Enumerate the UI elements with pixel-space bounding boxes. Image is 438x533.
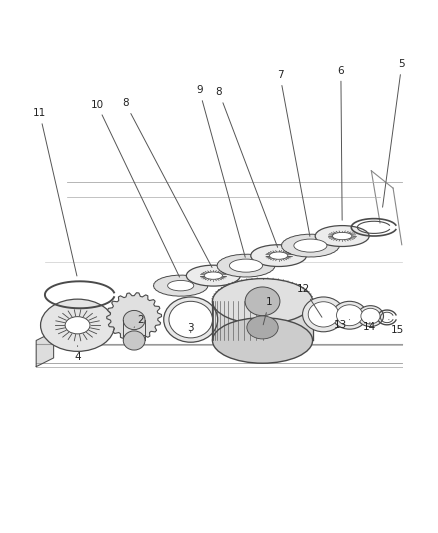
Ellipse shape: [315, 225, 369, 246]
Text: 3: 3: [187, 324, 194, 333]
Ellipse shape: [294, 239, 327, 252]
Ellipse shape: [169, 301, 212, 338]
Ellipse shape: [247, 316, 278, 339]
Text: 1: 1: [263, 297, 272, 325]
Text: 11: 11: [33, 108, 77, 276]
Text: 7: 7: [277, 70, 310, 236]
Ellipse shape: [212, 279, 313, 324]
Ellipse shape: [303, 297, 344, 332]
Text: 9: 9: [196, 85, 245, 257]
Polygon shape: [153, 275, 208, 296]
Ellipse shape: [41, 299, 115, 351]
Ellipse shape: [212, 318, 313, 363]
Ellipse shape: [230, 259, 262, 272]
Text: 6: 6: [338, 66, 344, 220]
Text: 13: 13: [333, 320, 350, 330]
Ellipse shape: [186, 265, 240, 286]
Polygon shape: [281, 234, 339, 257]
Ellipse shape: [361, 308, 380, 324]
Ellipse shape: [251, 245, 307, 266]
Text: 8: 8: [122, 98, 212, 268]
Ellipse shape: [332, 301, 367, 329]
Ellipse shape: [245, 287, 280, 316]
Ellipse shape: [336, 305, 363, 326]
Ellipse shape: [65, 317, 90, 334]
Polygon shape: [107, 293, 162, 341]
Text: 2: 2: [134, 314, 144, 327]
Text: 5: 5: [382, 59, 405, 207]
Polygon shape: [212, 301, 313, 341]
Ellipse shape: [308, 302, 339, 327]
Ellipse shape: [164, 297, 218, 342]
Polygon shape: [217, 254, 275, 277]
Text: 4: 4: [74, 346, 81, 362]
Text: 10: 10: [91, 100, 180, 277]
Ellipse shape: [332, 232, 352, 240]
Text: 14: 14: [363, 321, 376, 332]
Ellipse shape: [357, 305, 384, 327]
Ellipse shape: [168, 280, 194, 291]
Text: 8: 8: [215, 87, 278, 247]
Ellipse shape: [204, 272, 223, 279]
Ellipse shape: [123, 331, 145, 350]
Polygon shape: [36, 332, 53, 367]
Text: 12: 12: [297, 284, 322, 317]
Ellipse shape: [123, 310, 145, 329]
Ellipse shape: [269, 252, 288, 259]
Text: 15: 15: [389, 319, 404, 335]
